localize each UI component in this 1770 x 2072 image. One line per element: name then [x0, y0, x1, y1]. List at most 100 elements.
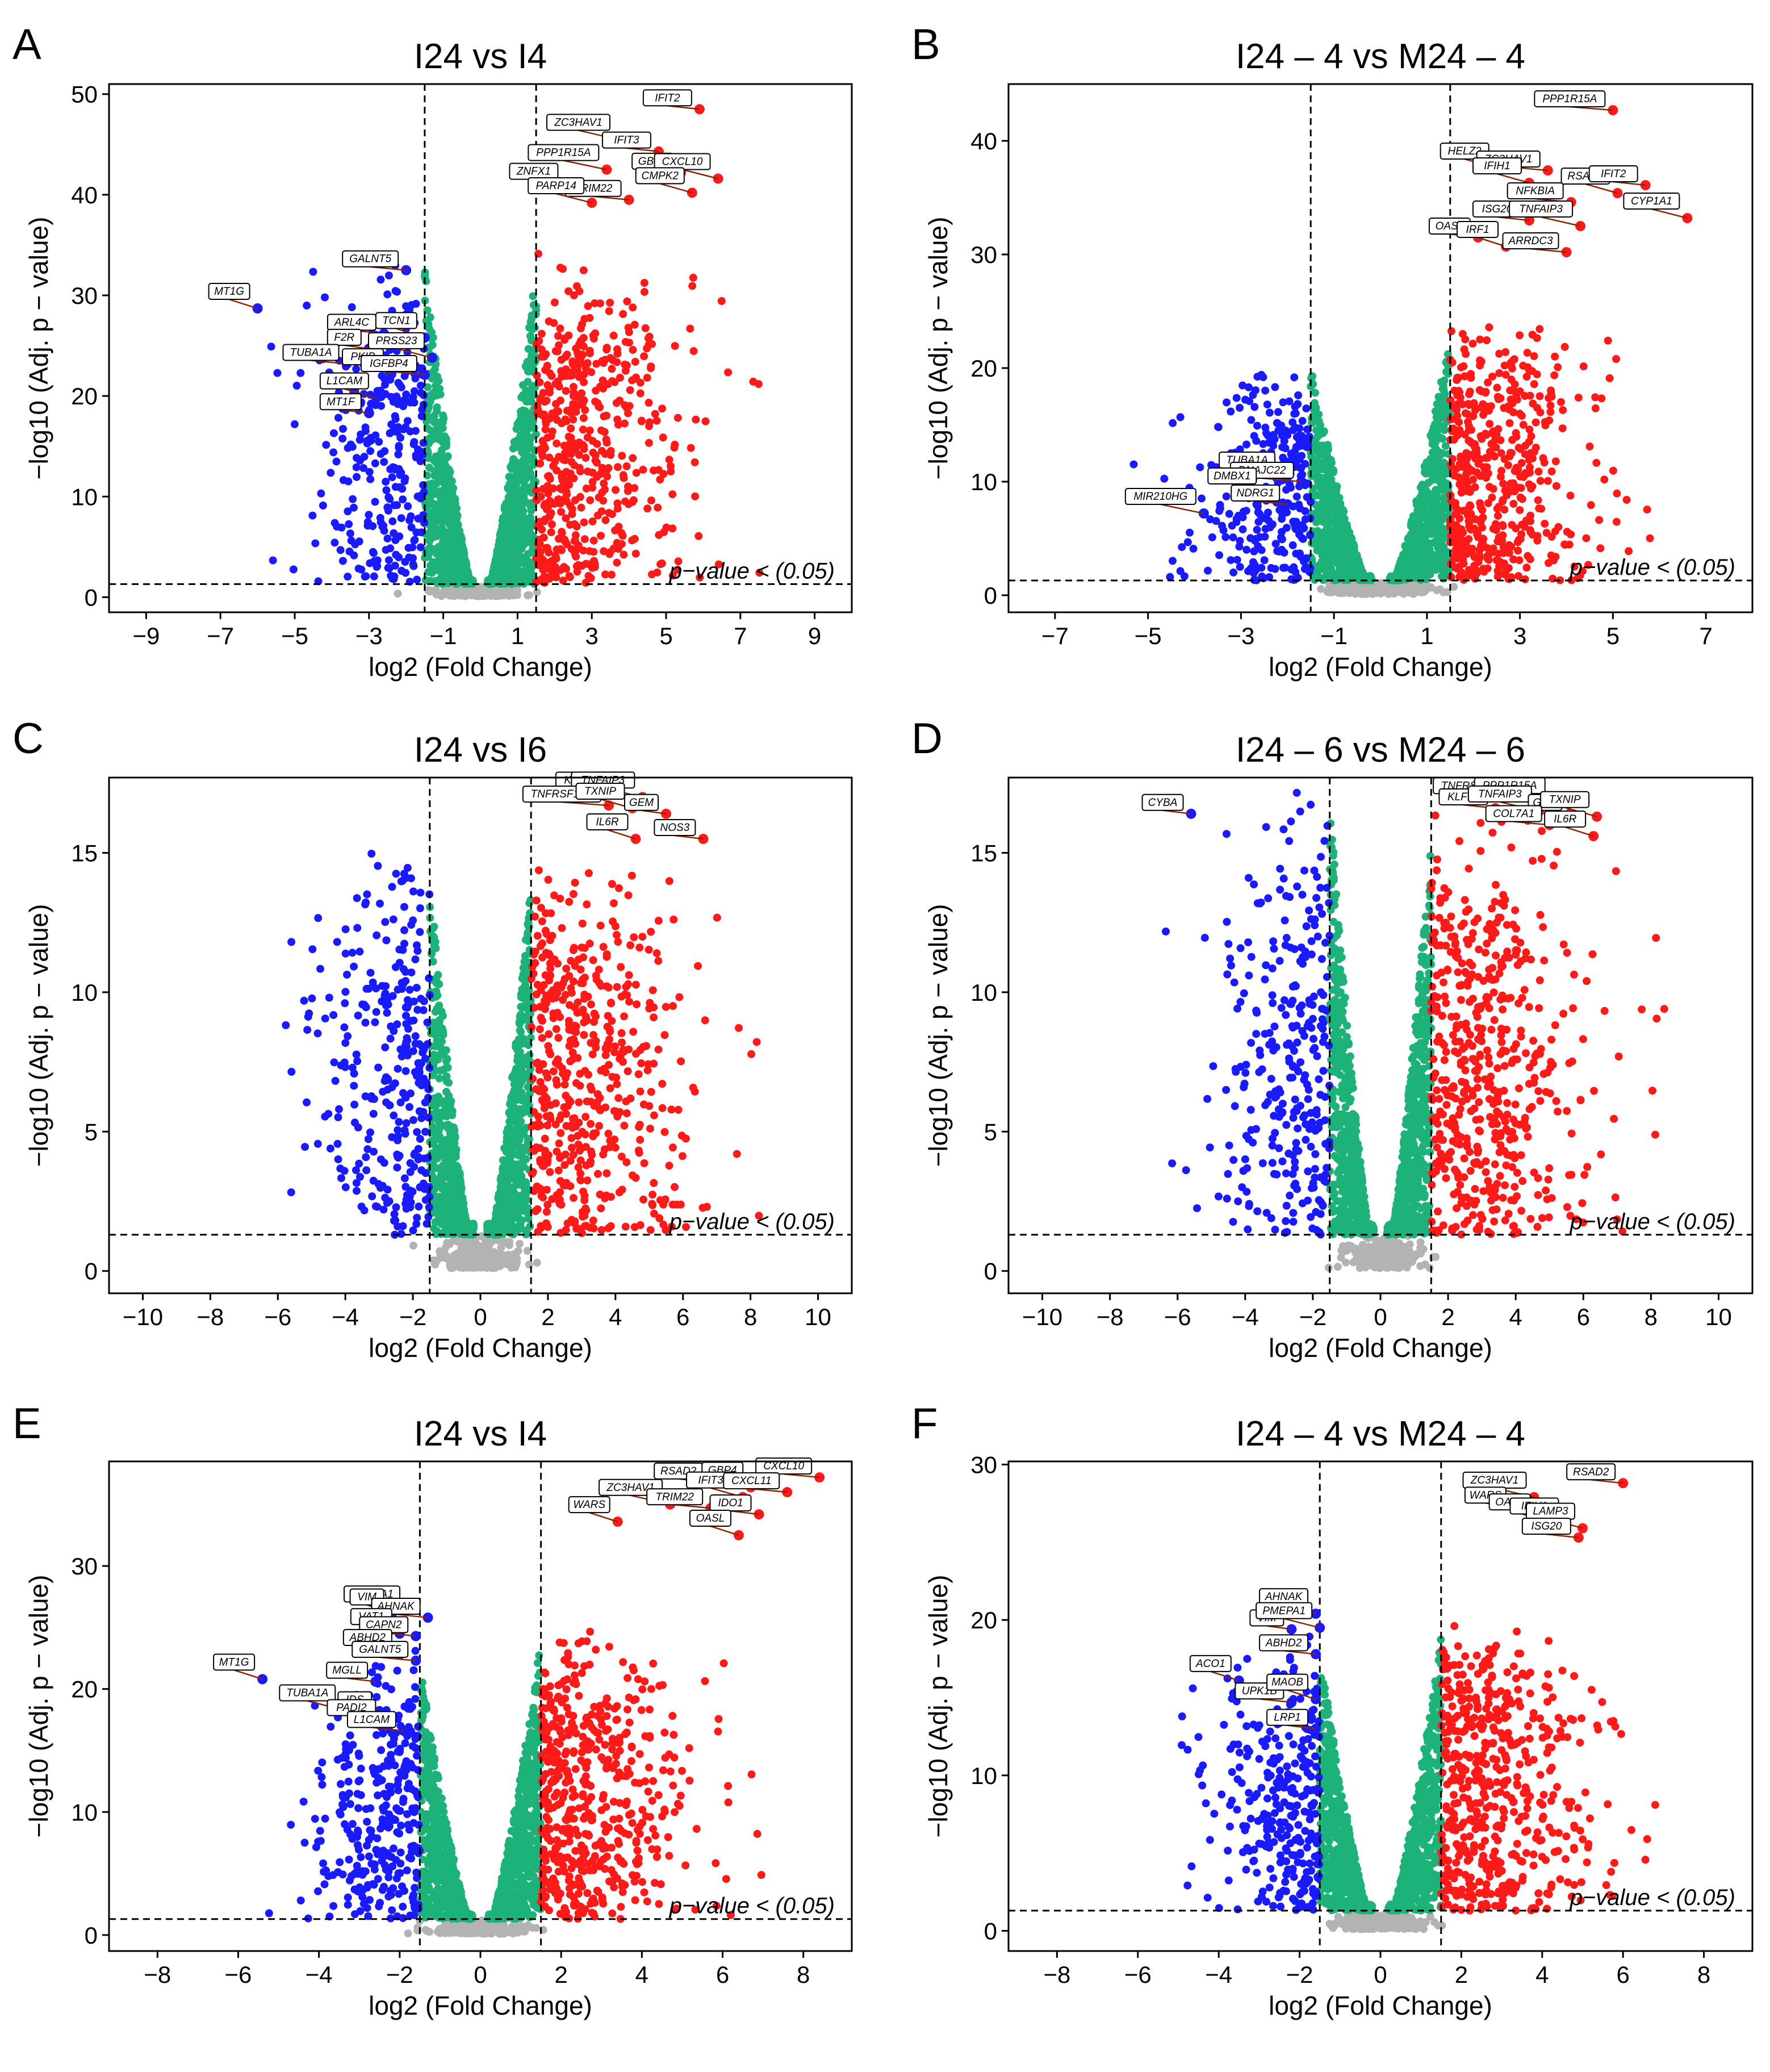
data-point	[618, 452, 626, 459]
data-point	[582, 364, 590, 372]
data-point	[597, 427, 605, 435]
data-point	[581, 454, 589, 462]
data-point	[580, 519, 588, 527]
data-point	[671, 444, 679, 452]
data-point	[645, 422, 653, 430]
data-point	[440, 490, 448, 498]
data-point	[438, 466, 446, 474]
data-point	[623, 298, 631, 306]
data-point	[539, 437, 547, 445]
data-point	[513, 509, 521, 517]
data-point	[601, 516, 609, 524]
data-point	[412, 427, 420, 435]
data-point	[592, 360, 600, 368]
data-point	[597, 532, 605, 540]
data-point	[653, 417, 661, 425]
data-point	[568, 545, 576, 553]
data-points	[267, 250, 764, 600]
data-point	[615, 523, 623, 530]
data-point	[622, 367, 630, 375]
data-point	[571, 496, 579, 504]
data-point	[553, 440, 560, 448]
data-point	[454, 521, 462, 529]
data-point	[588, 564, 596, 572]
data-point	[426, 548, 434, 556]
data-point	[602, 436, 610, 444]
data-point	[619, 310, 627, 318]
data-point	[317, 490, 325, 498]
data-point	[546, 575, 554, 583]
data-point	[458, 557, 466, 565]
data-point	[590, 537, 598, 545]
data-point	[629, 303, 637, 311]
data-point	[557, 508, 565, 516]
data-point	[580, 342, 588, 350]
data-point	[525, 365, 533, 373]
data-point	[503, 553, 511, 561]
data-point	[601, 486, 609, 494]
chart-title: I24 vs I4	[414, 37, 547, 76]
data-point	[624, 410, 632, 417]
data-point	[586, 496, 594, 504]
data-point	[585, 314, 593, 322]
data-point	[643, 504, 651, 512]
data-point	[540, 411, 548, 419]
data-point	[433, 504, 441, 512]
data-point	[424, 320, 432, 328]
data-point	[651, 410, 659, 418]
data-point	[637, 390, 645, 398]
data-point	[499, 538, 507, 546]
data-point	[658, 559, 666, 567]
data-point	[537, 394, 545, 402]
data-point	[570, 474, 578, 482]
data-point	[638, 417, 646, 425]
data-point	[577, 324, 585, 332]
data-point	[584, 572, 592, 580]
data-point	[543, 544, 551, 552]
data-point	[608, 571, 616, 579]
data-point	[533, 402, 541, 410]
data-point	[509, 543, 517, 551]
data-point	[598, 507, 606, 515]
data-point	[493, 590, 501, 598]
data-point	[518, 462, 526, 470]
data-point	[647, 496, 655, 504]
data-point	[663, 524, 671, 532]
data-point	[533, 410, 541, 418]
data-point	[574, 349, 581, 357]
data-point	[631, 321, 639, 329]
data-point	[571, 520, 579, 528]
data-point	[543, 381, 551, 389]
data-point	[425, 463, 433, 471]
data-point	[489, 569, 497, 577]
data-point	[556, 324, 564, 332]
data-point	[581, 535, 589, 543]
data-point	[560, 335, 568, 342]
data-point	[511, 500, 518, 508]
data-point	[440, 457, 447, 465]
data-point	[625, 328, 633, 336]
data-point	[567, 424, 575, 432]
data-point	[559, 265, 567, 273]
data-point	[432, 586, 440, 594]
data-point	[505, 494, 513, 502]
data-point	[566, 572, 574, 580]
data-point	[639, 466, 647, 474]
data-point	[586, 427, 594, 435]
data-point	[426, 537, 434, 545]
data-point	[571, 366, 579, 374]
data-point	[718, 297, 726, 305]
data-point	[641, 279, 648, 287]
data-point	[536, 459, 544, 467]
data-point	[618, 540, 626, 548]
data-point	[548, 372, 556, 380]
data-point	[503, 528, 511, 536]
data-point	[459, 549, 467, 557]
data-point	[666, 456, 673, 463]
data-point	[460, 571, 468, 579]
data-point	[382, 478, 390, 486]
data-point	[506, 473, 514, 481]
data-point	[494, 547, 502, 555]
data-point	[580, 414, 588, 422]
data-point	[606, 299, 614, 307]
